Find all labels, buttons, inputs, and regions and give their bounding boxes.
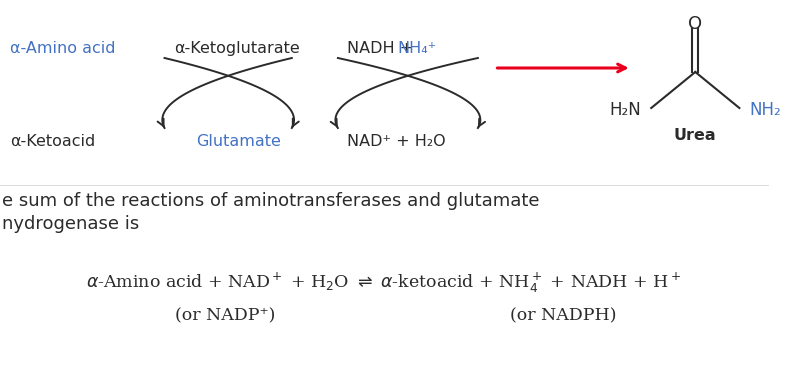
Text: $\alpha$-Amino acid + NAD$^+$ + H$_2$O $\rightleftharpoons$ $\alpha$-ketoacid + : $\alpha$-Amino acid + NAD$^+$ + H$_2$O $…: [86, 271, 681, 295]
Text: NH₄⁺: NH₄⁺: [397, 41, 436, 56]
Text: (or NADP⁺): (or NADP⁺): [175, 307, 276, 324]
Text: H₂N: H₂N: [610, 101, 641, 119]
Text: (or NADPH): (or NADPH): [509, 307, 616, 324]
Text: e sum of the reactions of aminotransferases and glutamate: e sum of the reactions of aminotransfera…: [2, 192, 539, 210]
Text: Urea: Urea: [674, 128, 717, 143]
Text: α-Ketoglutarate: α-Ketoglutarate: [174, 41, 300, 56]
Text: Glutamate: Glutamate: [196, 134, 281, 149]
Text: NAD⁺ + H₂O: NAD⁺ + H₂O: [347, 134, 445, 149]
Text: NH₂: NH₂: [749, 101, 781, 119]
Text: α-Amino acid: α-Amino acid: [9, 41, 115, 56]
Text: NADH +: NADH +: [347, 41, 418, 56]
Text: nydrogenase is: nydrogenase is: [2, 215, 139, 233]
Text: α-Ketoacid: α-Ketoacid: [9, 134, 95, 149]
Text: O: O: [688, 15, 703, 33]
